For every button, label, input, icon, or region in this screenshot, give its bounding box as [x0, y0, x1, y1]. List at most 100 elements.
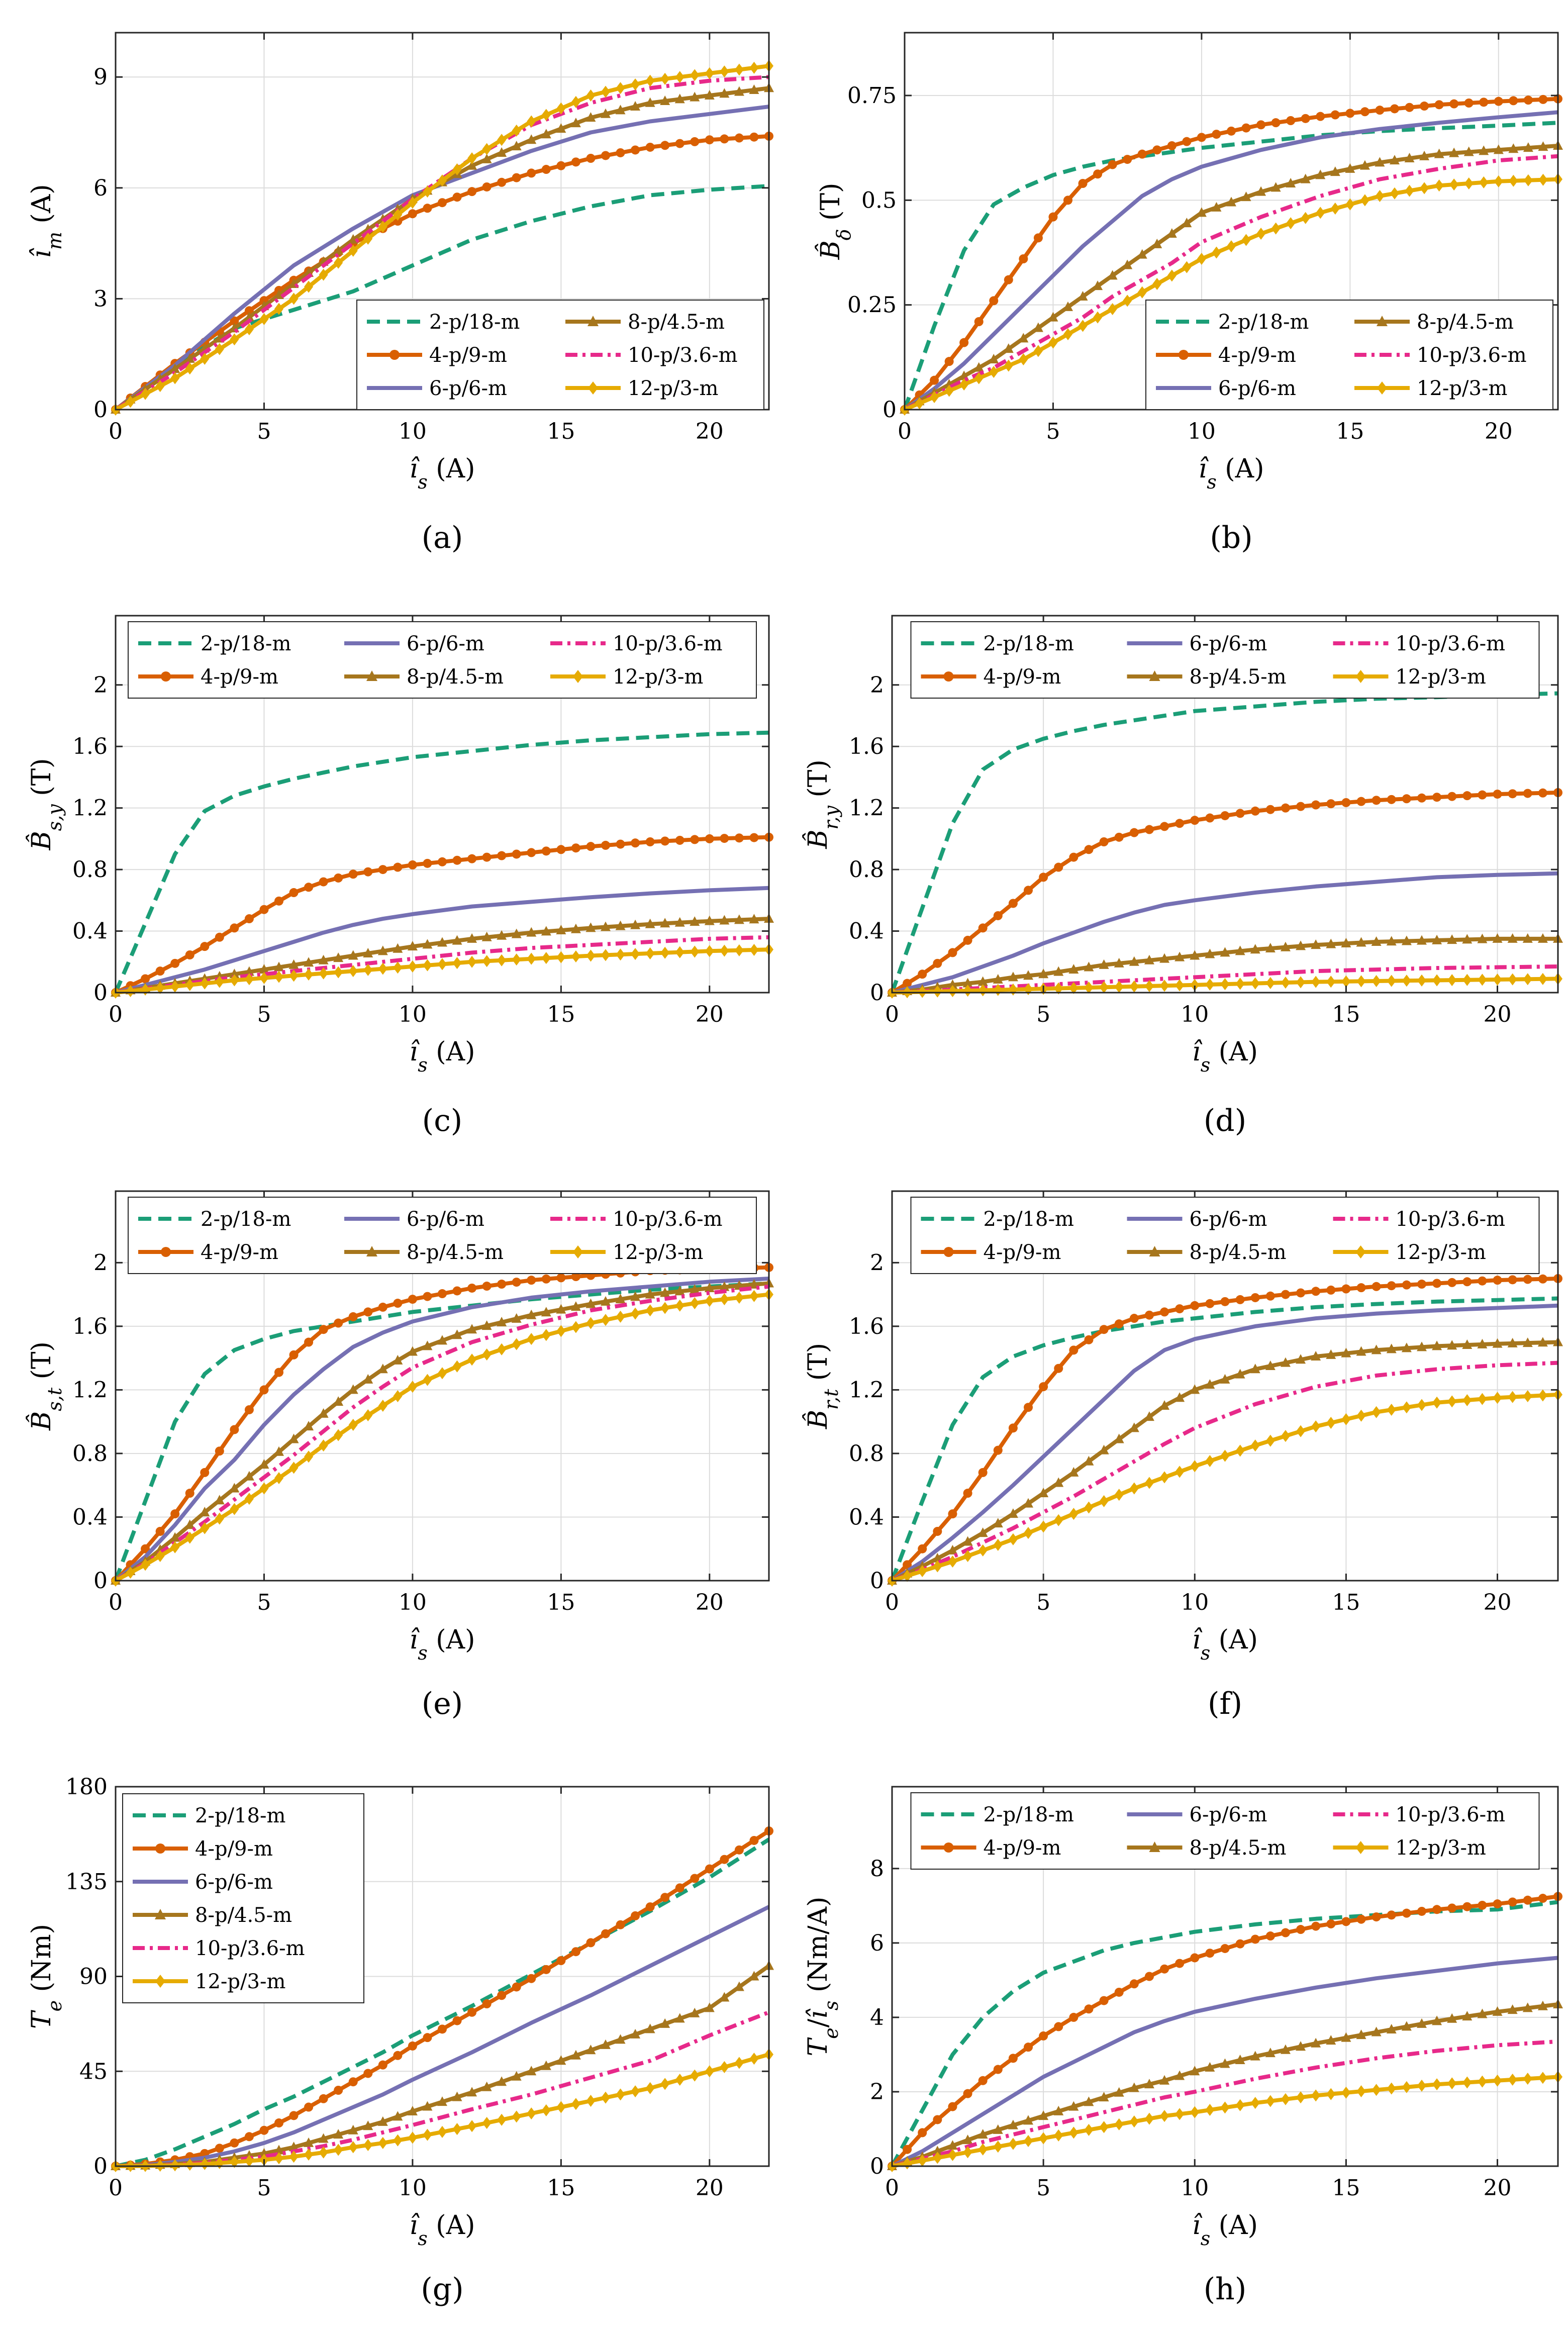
data-point — [393, 862, 403, 872]
data-point — [1286, 116, 1296, 125]
data-point — [734, 63, 744, 76]
chart-a-svg: 0 5 10 15 20 0 3 6 9 îs (A) îm (A) 2-p/18-m 4-p/9-m 6… — [27, 32, 774, 493]
data-point — [423, 858, 432, 868]
data-point — [1024, 1527, 1033, 1539]
data-point — [1538, 94, 1548, 104]
data-point — [719, 1992, 730, 2002]
legend: 2-p/18-m 4-p/9-m 6-p/6-m 8-p/4.5-m 10-p/3.6-… — [1145, 300, 1553, 410]
data-point — [1220, 978, 1230, 991]
data-point — [259, 1459, 269, 1469]
data-point — [527, 1974, 536, 1983]
data-point — [1493, 973, 1502, 986]
data-point — [690, 2069, 700, 2082]
data-point — [1341, 1284, 1351, 1294]
data-point — [1316, 112, 1325, 121]
data-point — [1523, 95, 1533, 105]
legend-marker — [1377, 316, 1388, 326]
data-point — [126, 985, 135, 997]
data-point — [586, 1317, 596, 1329]
data-point — [1538, 1389, 1547, 1402]
data-point — [705, 945, 714, 957]
data-point — [1152, 145, 1162, 155]
x-tick-label: 15 — [547, 2175, 575, 2201]
legend-marker — [587, 316, 599, 326]
data-point — [1099, 1444, 1109, 1454]
data-point — [319, 268, 328, 281]
data-point — [1538, 788, 1547, 798]
data-point — [1265, 1291, 1275, 1301]
data-point — [348, 2077, 358, 2087]
data-point — [1462, 934, 1473, 944]
x-tick-label: 0 — [885, 1002, 899, 1027]
y-tick-label: 0.4 — [72, 1504, 108, 1530]
data-point — [720, 1293, 729, 1306]
data-point — [571, 1947, 580, 1957]
data-point — [452, 2123, 462, 2136]
data-point — [601, 108, 611, 118]
data-point — [1108, 303, 1117, 315]
data-point — [1190, 1460, 1200, 1473]
data-point — [497, 1280, 507, 1289]
data-point — [1033, 233, 1043, 243]
x-tick-label: 5 — [257, 1002, 271, 1027]
data-point — [215, 2144, 224, 2153]
data-point — [319, 1439, 328, 1452]
x-tick-label: 5 — [1046, 419, 1060, 444]
legend-item-12-p-3-m: 12-p/3-m — [1333, 665, 1486, 689]
data-point — [1167, 269, 1177, 282]
data-point — [259, 972, 269, 984]
data-point — [512, 953, 521, 966]
data-point — [1129, 1979, 1139, 1989]
data-point — [1114, 832, 1124, 842]
data-point — [1084, 1335, 1094, 1344]
data-point — [1190, 816, 1200, 825]
chart-f-svg: 0 5 10 15 20 0 0.4 0.8 1.2 1.6 2 îs (A) B̂r,t (T) 2-p… — [803, 1190, 1563, 1664]
data-point — [1432, 1396, 1442, 1409]
data-point — [1265, 1360, 1276, 1370]
data-point — [512, 1338, 521, 1350]
data-point — [1271, 222, 1281, 235]
data-point — [585, 922, 596, 932]
chart-c-svg: 0 5 10 15 20 0 0.4 0.8 1.2 1.6 2 îs (A) B̂s,y (T) 2-p… — [26, 615, 774, 1076]
y-tick-label: 2 — [870, 2079, 884, 2105]
data-point — [1434, 100, 1444, 110]
legend-label: 8-p/4.5-m — [407, 1241, 504, 1264]
chart-c: 0 5 10 15 20 0 0.4 0.8 1.2 1.6 2 îs (A) B̂s,y (T) 2-p… — [26, 615, 774, 1076]
legend-label: 6-p/6-m — [195, 1871, 273, 1894]
data-point — [481, 931, 492, 941]
data-point — [1003, 343, 1014, 353]
series-line-10-p-3-6-m — [904, 154, 1558, 412]
x-tick-label: 10 — [399, 419, 427, 444]
data-point — [288, 959, 299, 969]
data-point — [1359, 160, 1370, 170]
data-point — [1432, 793, 1442, 802]
data-point — [141, 387, 150, 400]
data-point — [393, 2051, 403, 2060]
data-point — [918, 2154, 927, 2167]
data-point — [1387, 2082, 1396, 2095]
data-point — [1281, 1928, 1290, 1937]
data-point — [1212, 130, 1221, 139]
y-tick-label: 1.6 — [849, 1314, 884, 1339]
data-point — [556, 845, 566, 854]
data-point — [1387, 795, 1396, 804]
data-point — [1508, 1897, 1517, 1907]
data-point — [141, 974, 150, 984]
series-group — [887, 1892, 1563, 2172]
data-point — [1048, 336, 1058, 349]
data-point — [334, 2086, 343, 2095]
data-point — [705, 2065, 714, 2078]
data-point — [1220, 811, 1230, 820]
data-point — [230, 2156, 239, 2168]
data-point — [185, 979, 194, 991]
data-point — [363, 2120, 373, 2130]
data-point — [1114, 1489, 1124, 1501]
data-point — [963, 935, 972, 945]
data-point — [1053, 1477, 1064, 1487]
data-point — [215, 1446, 224, 1456]
data-point — [1084, 1455, 1094, 1466]
series-line-10-p-3-6-m — [115, 935, 769, 995]
data-point — [363, 1374, 373, 1384]
legend-marker — [161, 1247, 171, 1257]
data-point — [1256, 186, 1266, 196]
